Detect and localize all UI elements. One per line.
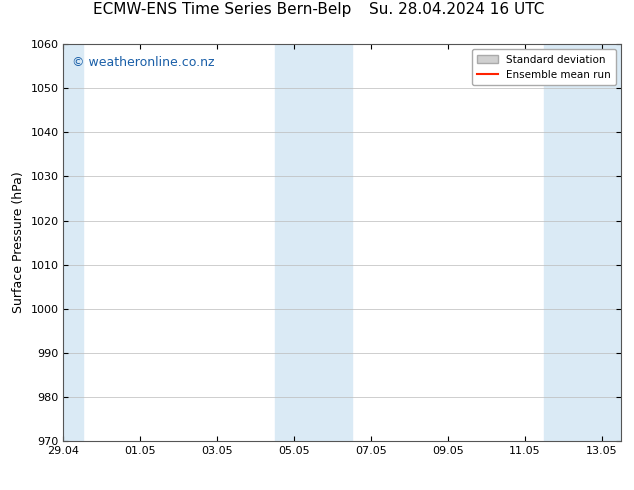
- Y-axis label: Surface Pressure (hPa): Surface Pressure (hPa): [12, 172, 25, 314]
- Bar: [63, 44, 82, 441]
- Legend: Standard deviation, Ensemble mean run: Standard deviation, Ensemble mean run: [472, 49, 616, 85]
- Bar: [545, 44, 621, 441]
- Text: © weatheronline.co.nz: © weatheronline.co.nz: [72, 56, 214, 69]
- Text: Su. 28.04.2024 16 UTC: Su. 28.04.2024 16 UTC: [369, 2, 544, 17]
- Bar: [275, 44, 352, 441]
- Text: ECMW-ENS Time Series Bern-Belp: ECMW-ENS Time Series Bern-Belp: [93, 2, 351, 17]
